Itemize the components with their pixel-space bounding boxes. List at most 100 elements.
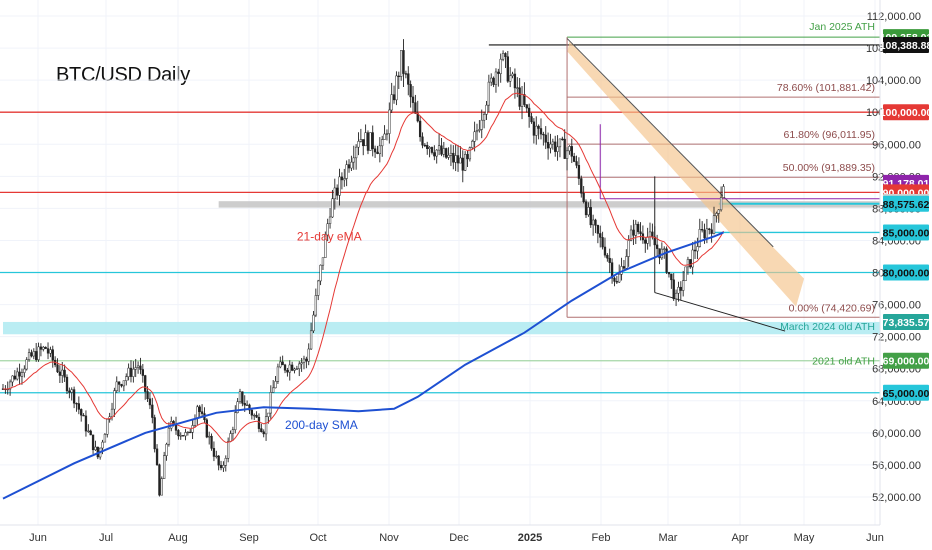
candle-body bbox=[663, 248, 666, 250]
candle-body bbox=[487, 81, 491, 106]
candle-body bbox=[212, 448, 216, 457]
candle-body bbox=[82, 414, 85, 417]
candle-body bbox=[532, 121, 536, 136]
candle-body bbox=[350, 161, 353, 169]
candle-body bbox=[471, 141, 474, 148]
price-label: 108,388.88 bbox=[880, 40, 932, 52]
candle-body bbox=[91, 434, 95, 451]
x-tick-label: Jun bbox=[866, 532, 884, 544]
candle-body bbox=[208, 435, 211, 438]
price-label-bg bbox=[883, 384, 929, 401]
candle-body bbox=[627, 240, 630, 257]
x-tick-label: Feb bbox=[592, 532, 611, 544]
candle-body bbox=[122, 380, 126, 387]
candle-body bbox=[366, 132, 370, 151]
candle-body bbox=[117, 381, 121, 385]
y-tick-label: 96,000.00 bbox=[872, 139, 921, 151]
candle-body bbox=[44, 346, 47, 349]
candle-body bbox=[146, 391, 149, 400]
candle-body bbox=[651, 231, 654, 238]
candle-body bbox=[454, 155, 457, 163]
trend-drawings bbox=[566, 37, 880, 332]
candle-body bbox=[397, 75, 400, 77]
candle-body bbox=[606, 254, 609, 259]
candle-body bbox=[139, 365, 142, 370]
candle-body bbox=[520, 94, 524, 107]
y-tick-label: 52,000.00 bbox=[872, 492, 921, 504]
candle-body bbox=[539, 128, 543, 135]
candle-body bbox=[632, 229, 635, 236]
x-tick-label: May bbox=[794, 532, 815, 544]
candle-body bbox=[181, 435, 185, 437]
candle-body bbox=[639, 231, 642, 234]
candle-body bbox=[357, 141, 360, 148]
candle-body bbox=[158, 464, 161, 496]
candle-body bbox=[418, 120, 422, 138]
candle-body bbox=[497, 71, 500, 74]
candle-body bbox=[682, 280, 685, 291]
candle-body bbox=[276, 366, 280, 382]
candle-body bbox=[340, 176, 344, 181]
candle-body bbox=[430, 147, 434, 153]
candle-body bbox=[573, 156, 576, 162]
candle-body bbox=[435, 149, 438, 157]
candle-body bbox=[392, 94, 396, 101]
price-label: 73,835.57 bbox=[883, 317, 930, 329]
candle-body bbox=[343, 178, 346, 181]
candle-body bbox=[279, 361, 282, 368]
candle-body bbox=[466, 154, 469, 160]
candle-body bbox=[693, 249, 697, 252]
candle-body bbox=[77, 403, 80, 410]
candle-body bbox=[653, 236, 656, 246]
candle-body bbox=[644, 239, 647, 244]
candle-body bbox=[56, 364, 59, 373]
candle-body bbox=[554, 141, 557, 152]
candle-body bbox=[314, 295, 317, 316]
candle-body bbox=[364, 132, 367, 147]
price-label: 69,000.00 bbox=[883, 356, 930, 368]
candle-body bbox=[703, 229, 706, 239]
candle-body bbox=[324, 234, 327, 258]
candle-body bbox=[381, 139, 384, 147]
candle-body bbox=[371, 132, 374, 150]
fib-label: 61.80% (96,011.95) bbox=[784, 129, 875, 141]
candle-body bbox=[80, 409, 83, 416]
candle-body bbox=[153, 417, 156, 450]
candle-body bbox=[385, 133, 389, 135]
candle-body bbox=[433, 152, 436, 157]
candle-body bbox=[127, 367, 130, 377]
x-tick-label: 2025 bbox=[518, 532, 542, 544]
ema-21-line bbox=[2, 92, 724, 443]
candle-body bbox=[452, 152, 455, 163]
candle-body bbox=[411, 96, 415, 103]
candles bbox=[1, 39, 725, 497]
candle-body bbox=[42, 346, 45, 350]
candle-body bbox=[691, 249, 694, 268]
annotation-label: Jan 2025 ATH bbox=[809, 21, 875, 33]
candle-body bbox=[501, 53, 505, 60]
price-label: 80,000.00 bbox=[883, 268, 930, 280]
candle-body bbox=[513, 73, 517, 89]
annotation-label: March 2024 old ATH bbox=[780, 321, 875, 333]
candle-body bbox=[191, 425, 194, 433]
candle-body bbox=[599, 233, 602, 238]
candle-body bbox=[708, 228, 711, 230]
candle-body bbox=[369, 132, 372, 151]
candle-body bbox=[701, 229, 704, 231]
candle-body bbox=[689, 259, 692, 268]
candle-body bbox=[298, 363, 301, 370]
candle-body bbox=[383, 133, 386, 140]
price-label-bg bbox=[883, 224, 929, 241]
candle-body bbox=[120, 384, 123, 387]
candle-body bbox=[359, 139, 363, 142]
candle-body bbox=[290, 364, 294, 371]
candle-body bbox=[625, 256, 628, 269]
candle-body bbox=[333, 187, 336, 200]
candle-body bbox=[719, 197, 723, 211]
candle-body bbox=[321, 257, 325, 266]
candle-body bbox=[461, 157, 464, 171]
candle-body bbox=[300, 362, 303, 365]
candle-body bbox=[556, 146, 559, 152]
price-label-bg bbox=[883, 313, 929, 330]
